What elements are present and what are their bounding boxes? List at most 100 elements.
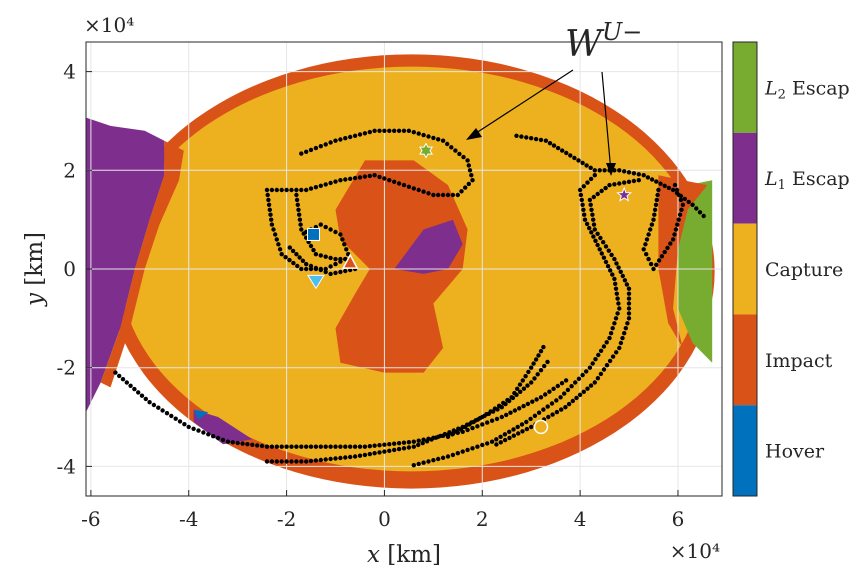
manifold-point: [584, 221, 590, 227]
manifold-point: [431, 192, 436, 198]
manifold-point: [357, 175, 363, 180]
manifold-point: [604, 363, 610, 368]
manifold-point: [626, 286, 632, 291]
manifold-point: [618, 269, 623, 274]
manifold-point: [524, 135, 529, 140]
manifold-point: [333, 456, 338, 461]
manifold-point: [652, 212, 657, 217]
manifold-point: [344, 247, 349, 252]
manifold-point: [308, 243, 314, 249]
manifold-point: [595, 242, 600, 248]
manifold-point: [164, 411, 170, 416]
manifold-point: [564, 150, 569, 156]
manifold-point: [505, 397, 510, 403]
manifold-point: [269, 222, 275, 227]
manifold-point: [602, 168, 607, 173]
manifold-point: [645, 175, 651, 180]
y-tick-label: 4: [63, 60, 76, 84]
manifold-point: [290, 248, 296, 254]
manifold-point: [416, 187, 421, 193]
manifold-point: [524, 426, 530, 432]
manifold-point: [328, 456, 333, 462]
annotation-w: WU−: [466, 18, 642, 176]
manifold-point: [607, 358, 613, 364]
manifold-point: [676, 192, 682, 198]
manifold-point: [485, 420, 490, 425]
manifold-point: [318, 144, 323, 149]
manifold-point: [416, 442, 421, 448]
manifold-point: [438, 433, 443, 439]
manifold-point: [607, 182, 612, 188]
body-l1-escape-lobe: [394, 219, 463, 274]
manifold-point: [120, 377, 126, 382]
manifold-point: [266, 197, 271, 203]
manifold-point: [504, 412, 509, 418]
manifold-point: [357, 132, 363, 137]
manifold-point: [470, 425, 475, 431]
manifold-point: [318, 183, 323, 188]
manifold-point: [457, 151, 462, 157]
manifold-point: [515, 386, 520, 391]
x-exponent-label: ×10⁴: [670, 539, 720, 563]
manifold-point: [501, 400, 506, 406]
manifold-point: [279, 459, 284, 464]
manifold-point: [531, 361, 536, 366]
manifold-point: [525, 383, 530, 388]
manifold-point: [617, 306, 622, 311]
manifold-point: [352, 444, 358, 449]
manifold-point: [313, 252, 319, 257]
manifold-point: [626, 291, 632, 296]
manifold-point: [582, 212, 587, 217]
manifold-point: [626, 179, 632, 184]
manifold-point: [264, 444, 270, 449]
x-tick-label: 6: [672, 507, 685, 531]
manifold-point: [235, 440, 240, 446]
plot-area: [85, 41, 723, 497]
manifold-point: [294, 252, 299, 257]
manifold-point: [287, 257, 292, 263]
manifold-point: [535, 372, 540, 377]
manifold-point: [411, 444, 416, 449]
manifold-point: [626, 170, 632, 175]
manifold-point: [460, 449, 465, 454]
manifold-point: [533, 136, 539, 142]
manifold-point: [614, 350, 619, 355]
manifold-point: [517, 382, 523, 387]
manifold-point: [690, 202, 695, 207]
manifold-point: [580, 160, 585, 166]
manifold-point: [284, 187, 289, 193]
manifold-point: [338, 455, 343, 461]
manifold-point: [613, 286, 619, 291]
manifold-point: [581, 389, 586, 394]
circle-marker: [533, 419, 549, 435]
manifold-point: [641, 247, 646, 252]
manifold-point: [323, 457, 328, 462]
manifold-point: [128, 383, 133, 388]
manifold-point: [211, 434, 216, 439]
manifold-point: [662, 249, 667, 255]
manifold-point: [530, 399, 535, 404]
manifold-point: [357, 444, 363, 449]
manifold-point: [421, 437, 426, 442]
manifold-point: [313, 185, 319, 190]
manifold-point: [484, 412, 489, 417]
manifold-point: [343, 268, 348, 274]
manifold-point: [666, 185, 672, 191]
manifold-point: [220, 437, 226, 443]
manifold-point: [492, 406, 498, 411]
manifold-point: [617, 345, 622, 351]
manifold-point: [585, 386, 590, 391]
manifold-point: [343, 177, 348, 182]
manifold-point: [289, 187, 294, 193]
manifold-point: [588, 202, 593, 207]
colorbar-label: L2 Escape: [764, 77, 850, 102]
manifold-point: [250, 442, 255, 447]
manifold-point: [396, 446, 402, 452]
manifold-curve-top-right-arc: [514, 133, 706, 219]
manifold-point: [300, 258, 306, 263]
lower-left-l1-escape: [193, 409, 253, 445]
manifold-point: [675, 222, 680, 227]
manifold-point: [581, 207, 586, 212]
manifold-point: [603, 185, 608, 191]
